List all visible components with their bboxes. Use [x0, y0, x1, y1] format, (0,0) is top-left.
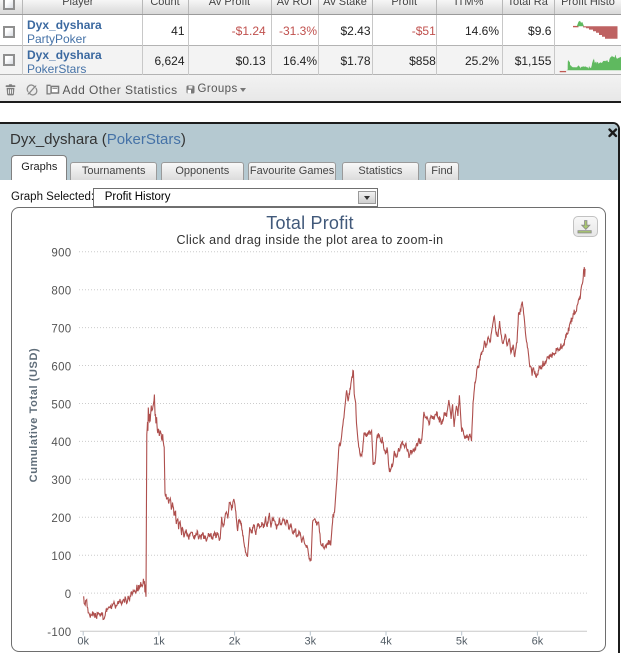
svg-text:1k: 1k — [153, 636, 165, 646]
svg-text:800: 800 — [51, 286, 71, 298]
svg-text:Cumulative Total (USD): Cumulative Total (USD) — [28, 348, 40, 483]
svg-text:100: 100 — [51, 551, 71, 563]
svg-text:300: 300 — [51, 475, 71, 487]
svg-text:Total Profit: Total Profit — [266, 213, 353, 233]
svg-text:700: 700 — [51, 323, 71, 335]
svg-text:0: 0 — [65, 589, 72, 601]
svg-text:4k: 4k — [380, 636, 392, 646]
svg-text:2k: 2k — [229, 636, 241, 646]
svg-text:-100: -100 — [47, 627, 71, 639]
svg-text:5k: 5k — [456, 636, 468, 646]
svg-text:3k: 3k — [304, 636, 316, 646]
svg-text:400: 400 — [51, 437, 71, 449]
svg-text:500: 500 — [51, 399, 71, 411]
svg-text:900: 900 — [51, 248, 71, 260]
svg-text:600: 600 — [51, 361, 71, 373]
svg-text:200: 200 — [51, 513, 71, 525]
svg-text:6k: 6k — [532, 636, 544, 646]
svg-text:Click and drag inside the plot: Click and drag inside the plot area to z… — [177, 233, 444, 247]
svg-text:0k: 0k — [77, 636, 89, 646]
